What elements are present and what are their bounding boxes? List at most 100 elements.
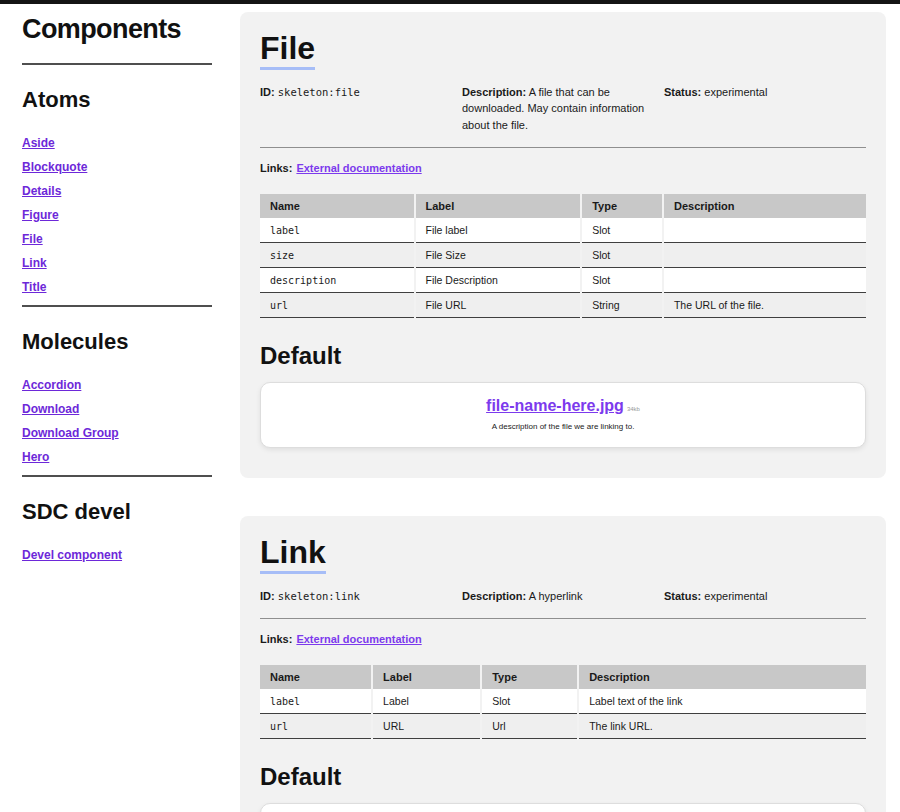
sidebar-item-aside[interactable]: Aside [22, 137, 212, 150]
sidebar-item-accordion[interactable]: Accordion [22, 379, 212, 392]
column-header-type: Type [581, 194, 663, 218]
page-layout: Components Atoms Aside Blockquote Details Fi… [0, 4, 900, 812]
prop-name-cell: size [260, 243, 415, 268]
table-header-row: NameLabelTypeDescription [260, 194, 866, 218]
sidebar-item-file[interactable]: File [22, 233, 212, 246]
table-cell: URL [372, 714, 481, 739]
component-title-link[interactable]: File [260, 32, 315, 70]
sidebar-section-heading: SDC devel [22, 499, 212, 525]
meta-description-label: Description: [462, 590, 526, 602]
sidebar-divider [22, 63, 212, 65]
prop-name-cell: url [260, 293, 415, 318]
meta-divider [260, 618, 866, 619]
component-meta: ID: skeleton:linkDescription: A hyperlin… [260, 588, 866, 605]
meta-id-value: skeleton:link [278, 590, 360, 602]
default-variant-heading: Default [260, 763, 866, 791]
table-cell [663, 268, 866, 293]
column-header-label: Label [415, 194, 582, 218]
component-card-file: FileID: skeleton:fileDescription: A file… [240, 12, 886, 478]
meta-description: Description: A file that can be download… [462, 84, 664, 134]
table-row: urlURLUrlThe link URL. [260, 714, 866, 739]
meta-description: Description: A hyperlink [462, 588, 664, 605]
meta-id-label: ID: [260, 590, 275, 602]
props-table: NameLabelTypeDescriptionlabelLabelSlotLa… [260, 665, 866, 739]
meta-description-label: Description: [462, 86, 526, 98]
table-cell: Slot [581, 218, 663, 243]
sidebar-divider [22, 475, 212, 477]
meta-description-value: A hyperlink [529, 590, 583, 602]
meta-id-label: ID: [260, 86, 275, 98]
component-preview: file-name-here.jpg34kb A description of t… [260, 382, 866, 448]
prop-name-cell: url [260, 714, 372, 739]
sidebar-item-link[interactable]: Link [22, 257, 212, 270]
links-label: Links: [260, 162, 292, 174]
sidebar-section-heading: Atoms [22, 87, 212, 113]
sidebar-sections: Atoms Aside Blockquote Details Figure File Lin… [22, 63, 212, 562]
column-header-description: Description [663, 194, 866, 218]
sidebar-section-atoms: Atoms Aside Blockquote Details Figure File Lin… [22, 63, 212, 294]
prop-name-cell: label [260, 218, 415, 243]
links-label: Links: [260, 633, 292, 645]
meta-status-label: Status: [664, 86, 701, 98]
meta-status-label: Status: [664, 590, 701, 602]
meta-status: Status: experimental [664, 84, 866, 134]
table-cell: Slot [581, 268, 663, 293]
component-meta: ID: skeleton:fileDescription: A file tha… [260, 84, 866, 134]
component-links-row: Links: External documentation [260, 633, 866, 645]
table-cell: Url [481, 714, 578, 739]
table-cell: The URL of the file. [663, 293, 866, 318]
table-cell: The link URL. [578, 714, 866, 739]
table-cell: String [581, 293, 663, 318]
table-cell: File Description [415, 268, 582, 293]
file-size-label: 34kb [627, 406, 640, 412]
table-cell: File label [415, 218, 582, 243]
meta-id: ID: skeleton:file [260, 84, 462, 134]
meta-status-value: experimental [704, 590, 767, 602]
main-content: FileID: skeleton:fileDescription: A file… [240, 4, 900, 812]
component-title-link[interactable]: Link [260, 536, 326, 574]
table-cell [663, 243, 866, 268]
table-row: sizeFile SizeSlot [260, 243, 866, 268]
table-cell: File URL [415, 293, 582, 318]
meta-id-value: skeleton:file [278, 86, 360, 98]
sidebar-section-sdc-devel: SDC devel Devel component [22, 475, 212, 562]
column-header-name: Name [260, 194, 415, 218]
sidebar-item-devel-component[interactable]: Devel component [22, 549, 212, 562]
table-row: urlFile URLStringThe URL of the file. [260, 293, 866, 318]
external-documentation-link[interactable]: External documentation [296, 162, 421, 174]
table-cell: Slot [481, 689, 578, 714]
sidebar-title-link[interactable]: Components [22, 14, 181, 45]
column-header-label: Label [372, 665, 481, 689]
sidebar-item-hero[interactable]: Hero [22, 451, 212, 464]
file-link-row: file-name-here.jpg34kb [271, 397, 855, 415]
sidebar-divider [22, 305, 212, 307]
column-header-name: Name [260, 665, 372, 689]
prop-name-cell: description [260, 268, 415, 293]
table-cell: Label [372, 689, 481, 714]
sidebar-item-blockquote[interactable]: Blockquote [22, 161, 212, 174]
table-cell [663, 218, 866, 243]
sidebar-item-title[interactable]: Title [22, 281, 212, 294]
sidebar-section-molecules: MoleculesAccordionDownloadDownload Group… [22, 305, 212, 464]
default-variant-heading: Default [260, 342, 866, 370]
sidebar-item-download-group[interactable]: Download Group [22, 427, 212, 440]
table-cell: Slot [581, 243, 663, 268]
sidebar-item-figure[interactable]: Figure [22, 209, 212, 222]
file-description: A description of the file we are linking… [271, 422, 855, 431]
table-row: descriptionFile DescriptionSlot [260, 268, 866, 293]
meta-status: Status: experimental [664, 588, 866, 605]
meta-status-value: experimental [704, 86, 767, 98]
prop-name-cell: label [260, 689, 372, 714]
props-table: NameLabelTypeDescriptionlabelFile labelS… [260, 194, 866, 318]
file-download-link[interactable]: file-name-here.jpg [486, 397, 624, 414]
sidebar-item-download[interactable]: Download [22, 403, 212, 416]
meta-divider [260, 147, 866, 148]
table-cell: File Size [415, 243, 582, 268]
table-cell: Label text of the link [578, 689, 866, 714]
sidebar-item-details[interactable]: Details [22, 185, 212, 198]
table-row: labelLabelSlotLabel text of the link [260, 689, 866, 714]
external-documentation-link[interactable]: External documentation [296, 633, 421, 645]
column-header-type: Type [481, 665, 578, 689]
meta-id: ID: skeleton:link [260, 588, 462, 605]
sidebar: Components Atoms Aside Blockquote Details Fi… [0, 4, 240, 593]
